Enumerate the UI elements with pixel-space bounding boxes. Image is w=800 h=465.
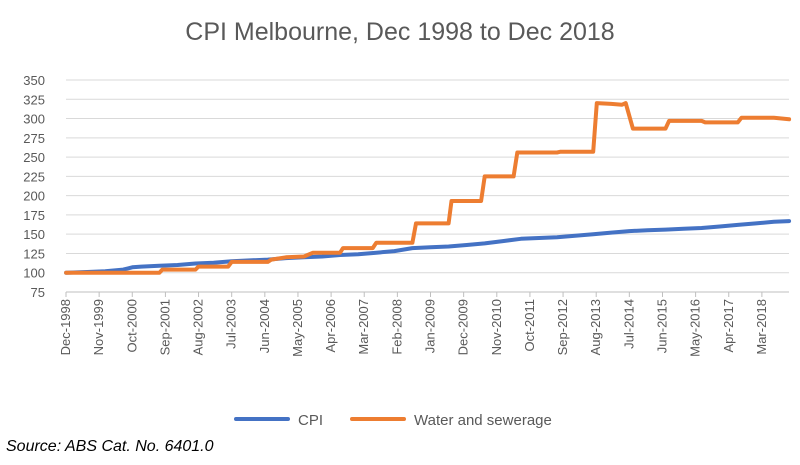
x-tick-label: Sep-2001 [157,299,172,355]
series-line-water-and-sewerage [64,101,792,275]
y-tick-label: 175 [23,208,45,223]
y-tick-label: 325 [23,92,45,107]
y-tick-label: 200 [23,189,45,204]
x-axis [65,291,789,297]
x-tick-label: Mar-2018 [754,299,769,355]
x-tick-label: Jul-2014 [621,299,636,349]
x-tick-label: Aug-2002 [191,299,206,355]
x-tick-label: Oct-2011 [522,299,537,352]
y-tick-label: 75 [31,285,45,300]
y-tick-label: 300 [23,112,45,127]
y-tick-label: 350 [23,73,45,88]
x-tick-label: Sep-2012 [555,299,570,355]
x-axis-ticks: Dec-1998 Nov-1999 Oct-2000 Sep-2001 Aug-2002… [58,299,769,357]
y-tick-label: 225 [23,169,45,184]
chart-title: CPI Melbourne, Dec 1998 to Dec 2018 [185,18,615,46]
legend: CPI Water and sewerage [234,412,552,429]
x-tick-label: Jul-2003 [224,299,239,349]
x-tick-label: Aug-2013 [588,299,603,355]
x-tick-label: Dec-2009 [456,299,471,355]
legend-label: Water and sewerage [414,412,552,429]
x-tick-label: May-2016 [688,299,703,357]
legend-label: CPI [298,412,323,429]
x-tick-label: May-2005 [290,299,305,357]
y-tick-label: 150 [23,227,45,242]
x-tick-label: Apr-2006 [323,299,338,352]
x-tick-label: Jun-2015 [654,299,669,353]
x-tick-label: Apr-2017 [721,299,736,352]
series-line-cpi [64,219,792,275]
y-axis-ticks: 75 100 125 150 175 200 225 250 275 300 325 350 [23,73,45,300]
x-tick-label: Oct-2000 [124,299,139,352]
source-note: Source: ABS Cat. No. 6401.0 [6,438,214,455]
y-tick-label: 250 [23,150,45,165]
x-tick-label: Jun-2004 [257,299,272,353]
x-tick-label: Nov-1999 [91,299,106,355]
x-tick-label: Nov-2010 [489,299,504,355]
y-tick-label: 125 [23,246,45,261]
gridlines [66,79,789,274]
x-tick-label: Feb-2008 [389,299,404,355]
y-tick-label: 100 [23,266,45,281]
series-lines [64,101,792,275]
y-tick-label: 275 [23,131,45,146]
x-tick-label: Jan-2009 [423,299,438,353]
x-tick-label: Dec-1998 [58,299,73,355]
x-tick-label: Mar-2007 [356,299,371,355]
